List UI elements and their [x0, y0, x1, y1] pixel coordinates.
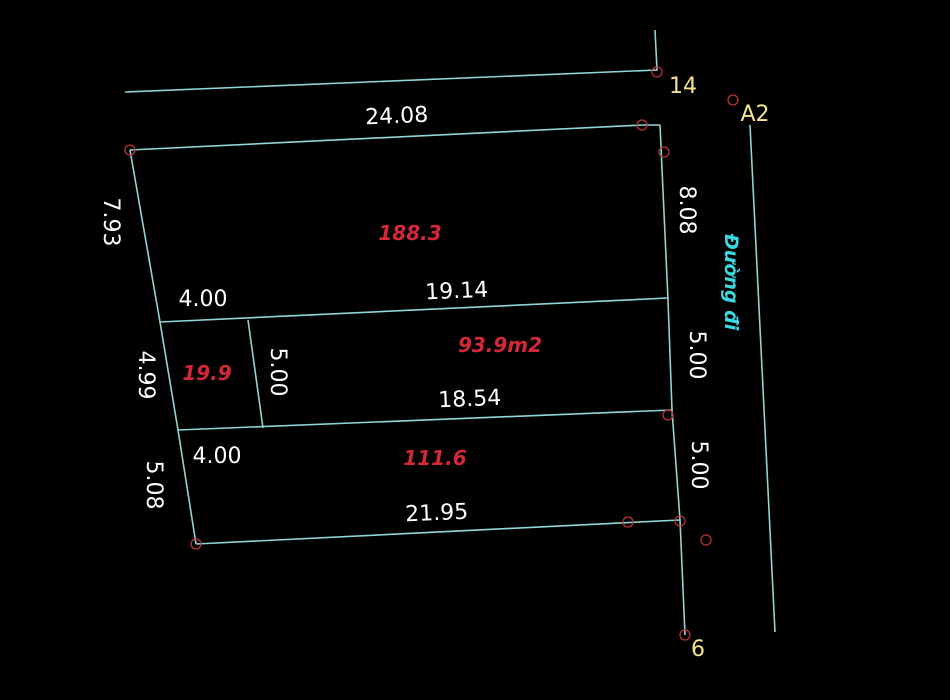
survey-point: [674, 515, 686, 527]
dim-mid-width: 19.14: [425, 278, 489, 306]
divider-18-54: [177, 409, 673, 431]
area-small-plot: 19.9: [182, 361, 231, 385]
dimension-labels: 24.08 7.93 8.08 4.00 19.14 4.99 19.9 5.0…: [98, 103, 711, 528]
road-edge: [749, 124, 776, 633]
road-label: Đường đi: [720, 233, 742, 331]
dim-right-top: 8.08: [674, 186, 699, 235]
area-middle-plot: 93.9m2: [458, 333, 542, 357]
dim-mid-small-width: 4.00: [179, 287, 228, 312]
survey-point: [190, 538, 202, 550]
dim-top-width: 24.08: [365, 103, 429, 131]
point-labels: 14 A2 6: [669, 74, 770, 662]
dim-right-bottom: 5.00: [686, 441, 711, 490]
survey-point: [636, 119, 648, 131]
dim-left-mid: 4.99: [133, 351, 158, 400]
survey-point: [727, 94, 739, 106]
point-label-a2: A2: [740, 102, 769, 127]
dim-left-top: 7.93: [98, 198, 123, 247]
survey-point: [700, 534, 712, 546]
dim-bottom-width: 21.95: [405, 500, 469, 528]
survey-point: [658, 146, 670, 158]
dim-lower-width: 18.54: [438, 386, 502, 414]
area-bottom-plot: 111.6: [403, 446, 466, 470]
survey-point: [651, 66, 663, 78]
plot-top-edge: [129, 124, 660, 151]
plot-left-edge: [129, 149, 197, 545]
survey-point: [622, 516, 634, 528]
area-top-plot: 188.3: [378, 221, 441, 245]
dim-right-mid: 5.00: [684, 331, 709, 380]
divider-19-14: [159, 297, 669, 323]
boundary-lines: [124, 29, 776, 636]
survey-point: [124, 144, 136, 156]
dim-small-plot-side: 5.00: [265, 348, 290, 397]
point-label-6: 6: [691, 637, 705, 662]
plot-bottom-edge: [195, 519, 681, 545]
dim-left-bottom: 5.08: [141, 461, 166, 510]
dim-bottom-small-width: 4.00: [193, 444, 242, 469]
top-neighbor-line: [124, 29, 658, 93]
survey-point: [679, 629, 691, 641]
point-label-14: 14: [669, 74, 697, 99]
survey-points: [124, 66, 739, 641]
small-plot-divider: [247, 319, 264, 429]
survey-point: [662, 409, 674, 421]
